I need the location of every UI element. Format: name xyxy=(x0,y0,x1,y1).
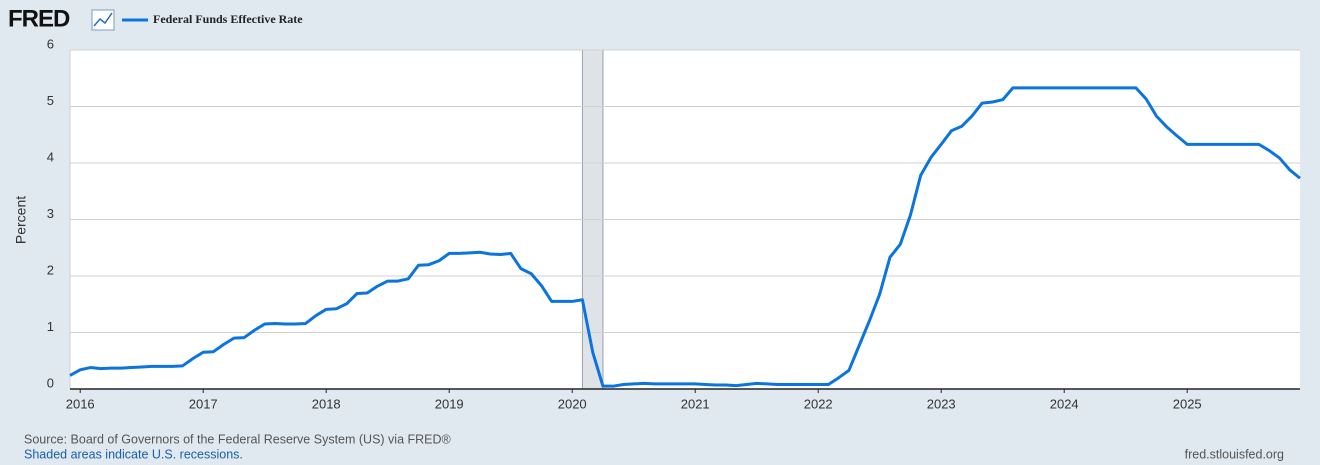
x-tick-label: 2020 xyxy=(558,396,587,411)
x-tick-label: 2022 xyxy=(804,396,833,411)
grid xyxy=(69,49,1300,393)
y-axis-label: Percent xyxy=(13,196,29,244)
x-tick-label: 2025 xyxy=(1173,396,1202,411)
y-tick-label: 2 xyxy=(47,262,54,277)
x-tick-label: 2018 xyxy=(312,396,341,411)
y-tick-label: 4 xyxy=(47,149,54,164)
credit[interactable]: fred.stlouisfed.org xyxy=(1185,447,1284,461)
source: Source: Board of Governors of the Federa… xyxy=(24,432,452,446)
x-tick-label: 2017 xyxy=(189,396,218,411)
x-tick-label: 2024 xyxy=(1050,396,1079,411)
legend-label: Federal Funds Effective Rate xyxy=(153,12,303,26)
recession-note[interactable]: Shaded areas indicate U.S. recessions. xyxy=(24,447,243,461)
y-tick-label: 6 xyxy=(47,36,54,51)
y-tick-label: 5 xyxy=(47,93,54,108)
x-tick-label: 2021 xyxy=(681,396,710,411)
series-line xyxy=(69,86,1301,388)
x-tick-label: 2019 xyxy=(435,396,464,411)
logo-icon xyxy=(91,9,115,31)
plot xyxy=(69,86,1301,388)
logo: FRED xyxy=(8,5,70,32)
x-tick-label: 2023 xyxy=(927,396,956,411)
y-tick-label: 1 xyxy=(47,319,54,334)
y-tick-label: 3 xyxy=(47,206,54,221)
x-tick-label: 2016 xyxy=(66,396,95,411)
y-tick-label: 0 xyxy=(47,375,54,390)
